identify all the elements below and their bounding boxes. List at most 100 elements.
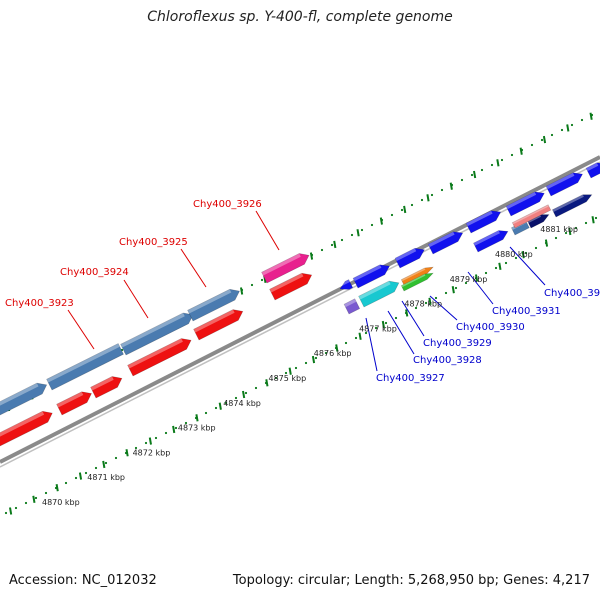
inner-scale-dot: [464, 281, 468, 285]
inner-scale-dot: [234, 396, 238, 400]
gene-label-blue: Chy400_3930: [456, 322, 525, 333]
inner-tick-mark: [475, 274, 479, 282]
inner-tick-mark: [172, 425, 176, 434]
outer-scale-dot: [440, 188, 444, 192]
outer-scale-dot: [500, 158, 504, 162]
inner-scale-dot: [114, 456, 118, 460]
outer-scale-dot: [460, 178, 464, 182]
leader-line-blue: [401, 300, 425, 337]
gene-steel-3-highlight: [120, 313, 185, 348]
leader-line-blue: [467, 271, 494, 305]
inner-scale-dot: [4, 511, 8, 515]
inner-scale-dots: [4, 216, 598, 515]
inner-scale-dot: [144, 441, 148, 445]
inner-scale-dot: [174, 426, 178, 430]
gene-blue-2-highlight: [395, 248, 417, 262]
inner-scale-dot: [274, 376, 278, 380]
inner-scale-dot: [564, 231, 568, 235]
inner-scale-dot: [184, 421, 188, 425]
inner-scale-dot: [104, 461, 108, 465]
inner-scale-dot: [394, 316, 398, 320]
gene-blue-small: [339, 279, 354, 290]
outer-tick-mark: [240, 287, 244, 295]
gene-blue-8: [473, 230, 509, 253]
gene-pink-1-highlight: [261, 253, 301, 276]
leader-line-red: [180, 248, 207, 288]
outer-scale-dot: [420, 198, 424, 202]
outer-scale-dot: [390, 213, 394, 217]
inner-scale-dot: [314, 356, 318, 360]
inner-tick-mark: [591, 216, 595, 224]
inner-scale-dot: [304, 361, 308, 365]
gene-labels: Chy400_3923 Chy400_3924 Chy400_3925 Chy400_…: [5, 199, 600, 384]
tick-label: 4870 kbp: [42, 498, 80, 507]
gene-red-5-highlight: [193, 309, 235, 333]
inner-tick-mark: [335, 344, 339, 352]
gene-blue-1-highlight: [353, 264, 382, 282]
inner-scale-dot: [484, 271, 488, 275]
accession-text: Accession: NC_012032: [9, 573, 157, 588]
outer-scale-dot: [550, 133, 554, 137]
inner-tick-mark: [242, 390, 246, 399]
gene-red-3: [90, 376, 123, 399]
gene-salmon-highlight: [512, 204, 549, 225]
gene-blue-6: [545, 172, 583, 197]
tick-label: 4871 kbp: [87, 473, 125, 482]
inner-tick-mark: [451, 285, 455, 294]
inner-tick-mark: [288, 367, 292, 375]
inner-scale-dot: [24, 501, 28, 505]
gene-blue-8-highlight: [473, 230, 500, 246]
outer-tick-mark: [566, 124, 570, 132]
leader-line-red: [255, 210, 280, 251]
outer-scale-dot: [400, 208, 404, 212]
inner-scale-dot: [344, 341, 348, 345]
gene-blue-4: [465, 210, 502, 234]
inner-tick-mark: [32, 495, 36, 504]
gene-blue-3-highlight: [428, 231, 455, 248]
gene-pink-1: [261, 253, 310, 284]
inner-scale-dot: [214, 406, 218, 410]
gene-cyan: [358, 280, 400, 308]
gene-red-6-highlight: [269, 273, 304, 293]
gene-green: [400, 272, 434, 292]
inner-tick-mark: [9, 507, 13, 515]
gene-red-2-highlight: [56, 391, 84, 408]
gene-red-4-highlight: [127, 338, 183, 369]
inner-scale-dot: [254, 386, 258, 390]
gene-red-4: [127, 338, 192, 377]
gene-navy-2-highlight: [552, 194, 584, 212]
inner-scale-dot: [364, 331, 368, 335]
outer-scale-dot: [490, 163, 494, 167]
outer-scale-dot: [410, 203, 414, 207]
outer-tick-mark: [333, 240, 337, 249]
inner-tick-mark: [78, 472, 83, 480]
inner-scale-dot: [574, 226, 578, 230]
gene-green-highlight: [401, 274, 426, 288]
outer-tick-mark: [542, 135, 547, 144]
tick-label: 4881 kbp: [540, 225, 578, 234]
inner-tick-mark: [568, 227, 572, 236]
gene-blue-5-highlight: [506, 191, 537, 210]
gene-steel-1-highlight: [0, 383, 39, 406]
outer-tick-mark: [519, 147, 523, 155]
gene-blue-small-highlight: [338, 279, 350, 288]
outer-tick-mark: [473, 170, 477, 179]
outer-scale-dot: [480, 168, 484, 172]
gene-label-red: Chy400_3924: [60, 267, 129, 278]
inner-tick-mark: [311, 355, 316, 364]
inner-scale-dot: [34, 496, 38, 500]
inner-scale-dot: [84, 471, 88, 475]
leader-line-blue: [429, 295, 458, 321]
tick-label: 4878 kbp: [404, 300, 442, 309]
inner-tick-mark: [55, 484, 59, 492]
inner-tick-mark: [521, 251, 525, 259]
outer-tick-mark: [403, 205, 407, 214]
gene-label-blue: Chy400_3931: [492, 306, 561, 317]
outer-tick-mark: [449, 182, 453, 190]
inner-scale-dot: [94, 466, 98, 470]
genome-title: Chloroflexus sp. Y-400-fl, complete geno…: [147, 9, 453, 25]
tick-label: 4874 kbp: [223, 399, 261, 408]
gene-purple-highlight: [344, 298, 357, 308]
outer-scale-dot: [580, 118, 584, 122]
